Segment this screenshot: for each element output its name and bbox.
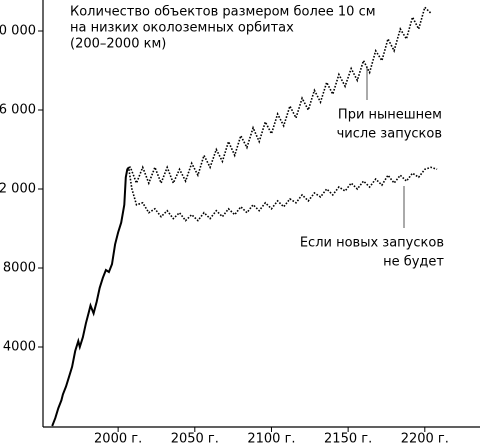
x-tick-label: 2150 г. <box>324 432 372 445</box>
x-tick-label: 2000 г. <box>94 432 142 445</box>
chart-title: (200–2000 км) <box>70 37 166 52</box>
y-tick-label: 4000 <box>3 340 36 355</box>
y-tick-label: 8000 <box>3 261 36 276</box>
series-label: числе запусков <box>337 127 442 142</box>
series-label: не будет <box>383 255 444 270</box>
y-tick-label: 20 000 <box>0 24 36 39</box>
y-tick-label: 16 000 <box>0 103 36 118</box>
series-label: При нынешнем <box>338 108 442 123</box>
x-tick-label: 2050 г. <box>171 432 219 445</box>
chart-title: на низких околоземных орбитах <box>70 21 294 36</box>
series-line <box>128 166 438 222</box>
x-tick-label: 2100 г. <box>247 432 295 445</box>
y-tick-label: 12 000 <box>0 182 36 197</box>
x-tick-label: 2200 г. <box>401 432 449 445</box>
series-line <box>128 5 432 186</box>
series-label: Если новых запусков <box>300 236 444 251</box>
series-line <box>51 166 130 427</box>
chart-title: Количество объектов размером более 10 см <box>70 5 376 20</box>
